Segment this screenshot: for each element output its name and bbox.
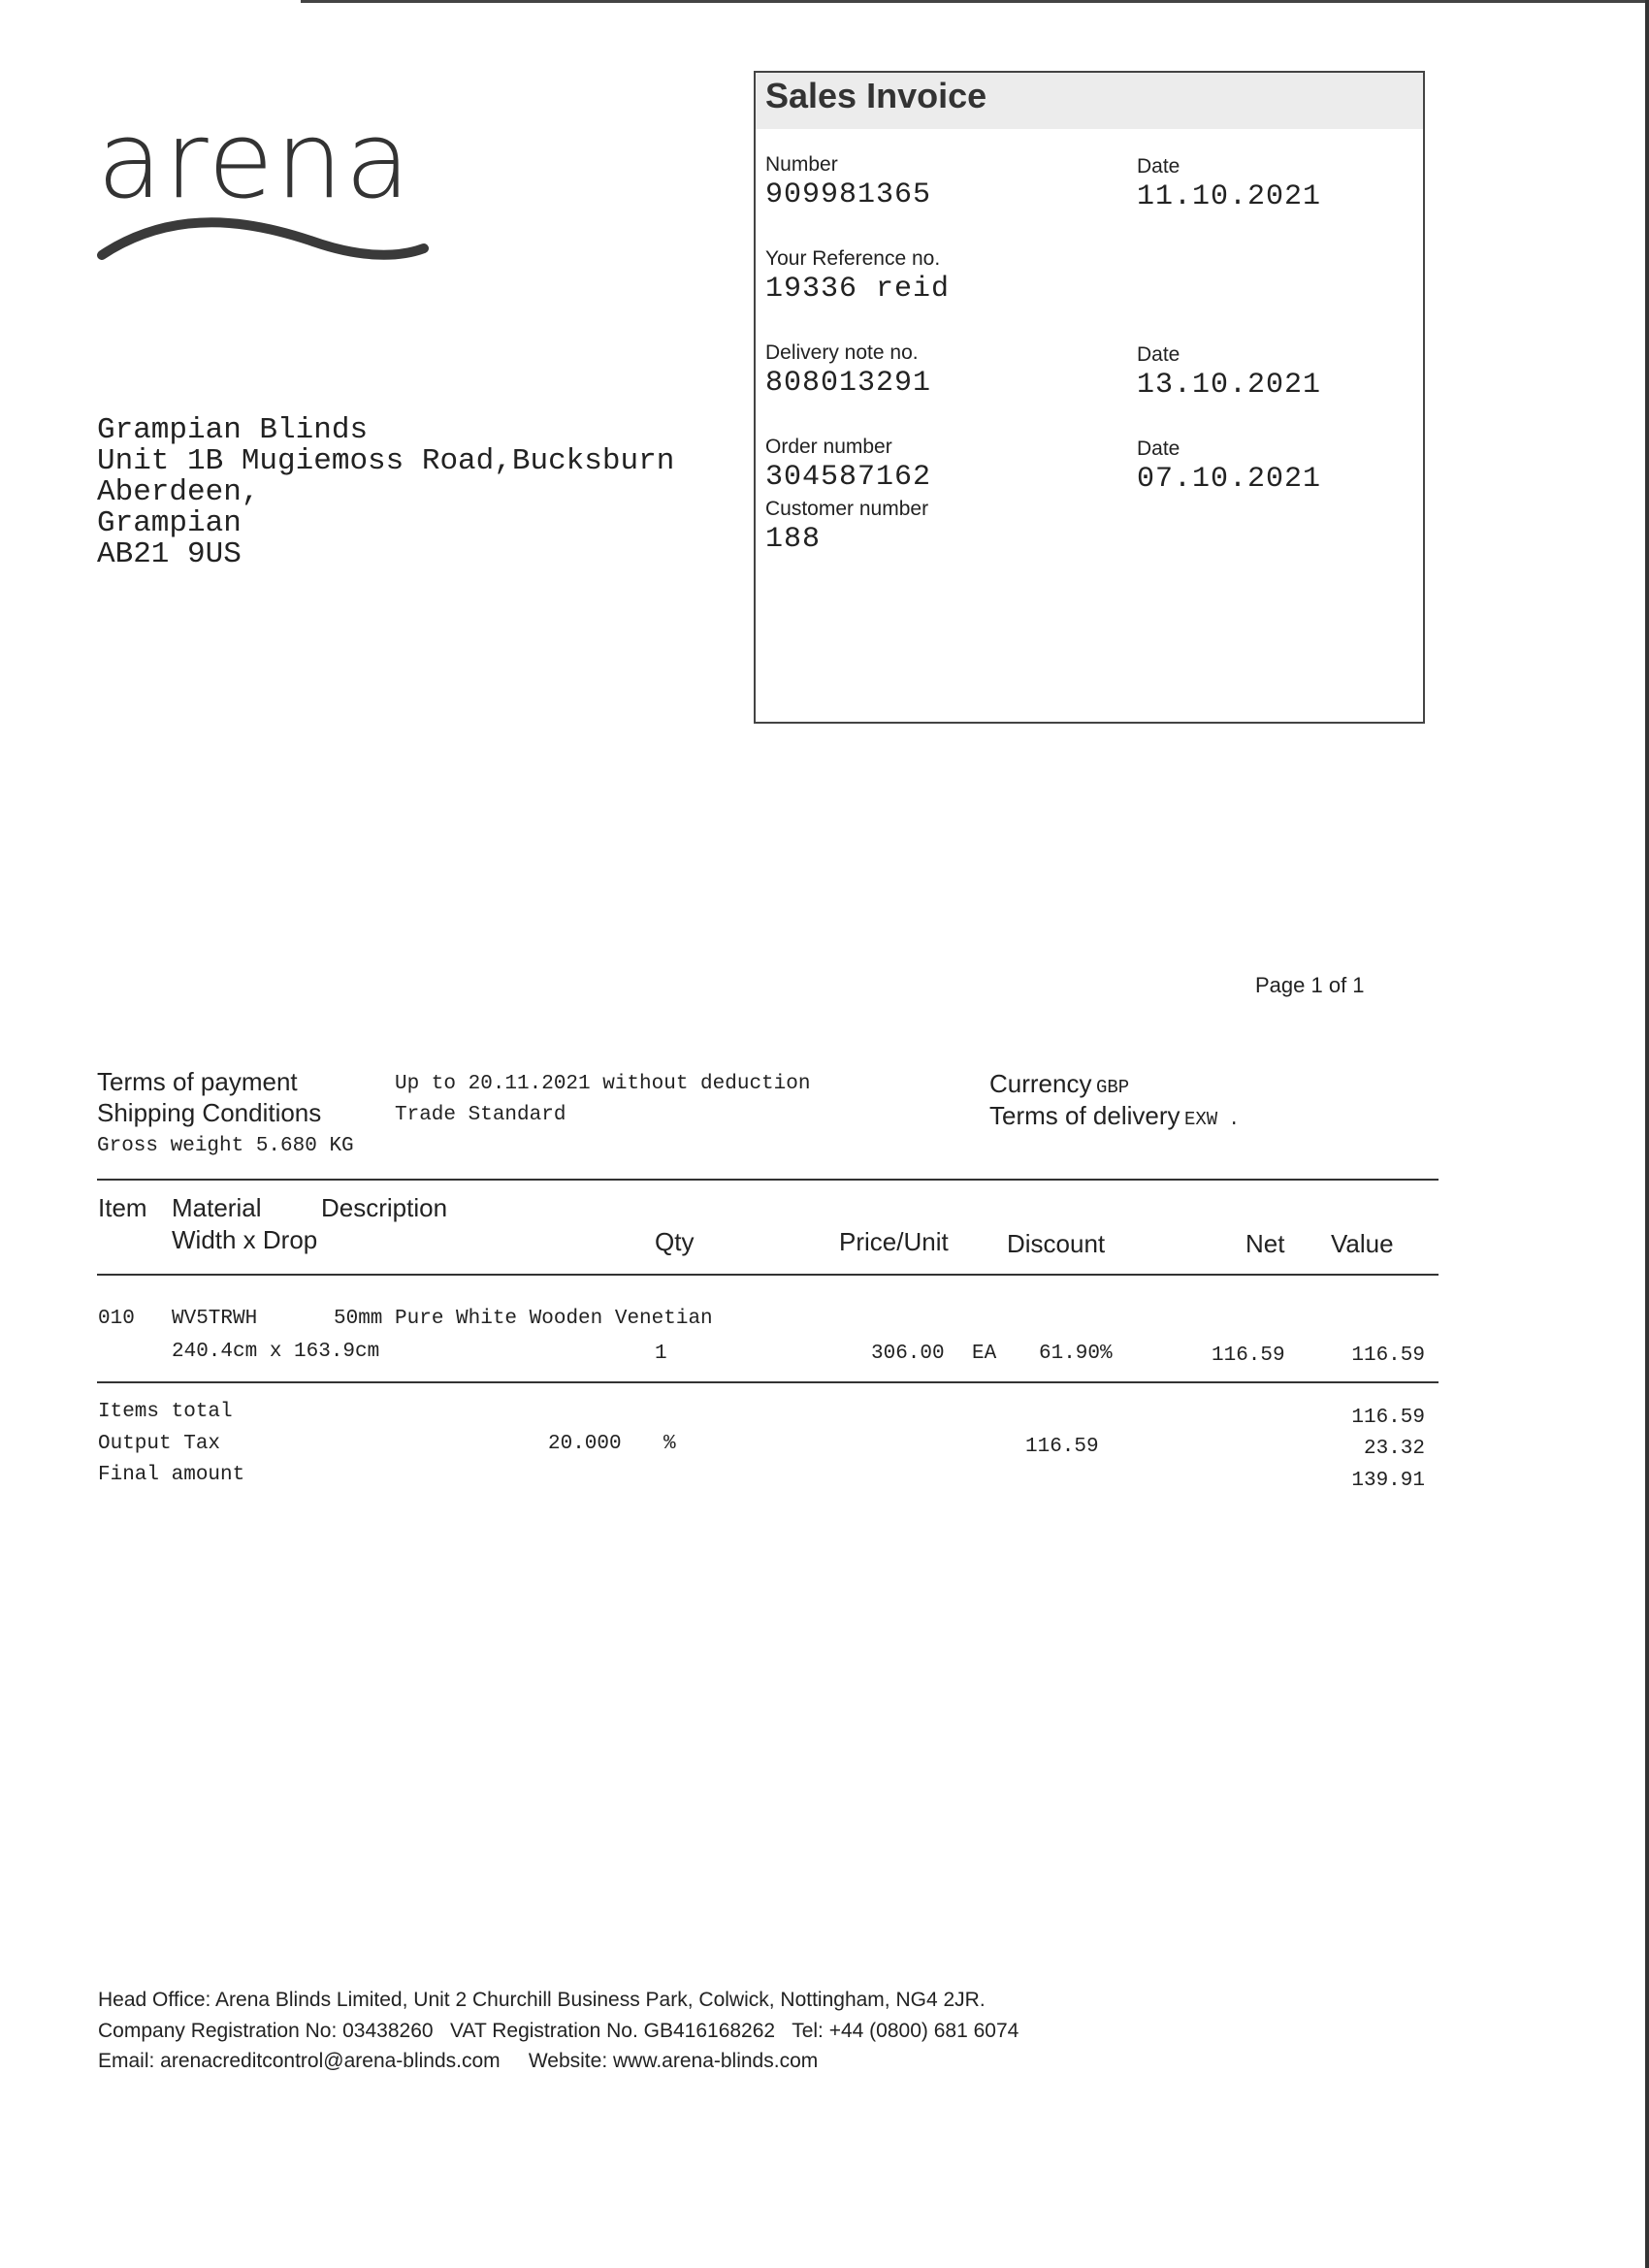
row-item: 010 [98,1308,135,1330]
payment-terms-label: Terms of payment [97,1067,298,1096]
row-value: 116.59 [1351,1345,1425,1367]
customer-number-label: Customer number [765,498,929,520]
divider [97,1381,1439,1383]
row-unit: EA [972,1343,997,1365]
shipping-conditions: Trade Standard [395,1104,566,1126]
tax-rate: 20.000 [548,1433,622,1455]
address-line: AB21 9US [97,537,242,571]
address-line: Grampian Blinds [97,413,369,447]
currency: GBP [1095,1077,1130,1098]
scan-edge [1645,0,1649,2268]
header-value: Value [1331,1229,1394,1258]
header-net: Net [1245,1229,1285,1258]
order-number-label: Order number [765,436,892,458]
order-number: 304587162 [765,461,932,494]
header-description: Description [321,1193,448,1222]
items-total: 116.59 [1351,1407,1425,1429]
delivery-date: 13.10.2021 [1137,369,1322,402]
header-material: Material [172,1193,262,1222]
header-item: Item [98,1193,147,1222]
tax-base: 116.59 [1025,1436,1099,1458]
gross-weight: Gross weight 5.680 KG [97,1135,354,1157]
invoice-details-box [754,71,1425,724]
delivery-note-label: Delivery note no. [765,341,919,364]
order-date: 07.10.2021 [1137,463,1322,496]
currency-label: Currency [989,1069,1092,1098]
address-line: Unit 1B Mugiemoss Road,Bucksburn [97,444,675,478]
order-date-label: Date [1137,437,1180,460]
delivery-note-number: 808013291 [765,367,932,400]
row-description: 50mm Pure White Wooden Venetian [334,1308,713,1330]
row-net: 116.59 [1212,1345,1285,1367]
invoice-title: Sales Invoice [765,76,987,115]
reference-value: 19336 reid [765,273,951,306]
customer-number: 188 [765,523,822,556]
header-discount: Discount [1007,1229,1106,1258]
address-line: Aberdeen, [97,475,260,509]
items-total-label: Items total [98,1401,233,1423]
divider [97,1179,1439,1181]
page-indicator: Page 1 of 1 [1255,973,1365,997]
arena-logo: arena [97,107,432,270]
payment-terms: Up to 20.11.2021 without deduction [395,1073,811,1095]
delivery-terms-label: Terms of delivery [989,1101,1180,1130]
header-price: Price/Unit [839,1227,949,1256]
divider [97,1274,1439,1276]
row-material: WV5TRWH [172,1308,258,1330]
header-width-drop: Width x Drop [172,1225,318,1254]
final-amount-label: Final amount [98,1464,245,1486]
date-label: Date [1137,155,1180,178]
footer-head-office: Head Office: Arena Blinds Limited, Unit … [98,1989,986,2011]
wave-icon [97,217,429,260]
row-qty: 1 [655,1343,667,1365]
output-tax-label: Output Tax [98,1433,221,1455]
delivery-terms-row: Terms of delivery EXW . [989,1101,1240,1131]
invoice-number: 909981365 [765,178,932,211]
row-width-drop: 240.4cm x 163.9cm [172,1341,380,1363]
address-line: Grampian [97,506,242,540]
scan-edge [301,0,1649,3]
shipping-label: Shipping Conditions [97,1098,322,1127]
delivery-terms: EXW . [1183,1109,1240,1130]
tax-percent: % [663,1433,676,1455]
row-price: 306.00 [871,1343,945,1365]
header-qty: Qty [655,1227,695,1256]
invoice-header-band [756,73,1423,129]
row-discount: 61.90% [1039,1343,1113,1365]
invoice-date: 11.10.2021 [1137,180,1322,213]
output-tax: 23.32 [1363,1438,1425,1460]
footer-contact: Email: arenacreditcontrol@arena-blinds.c… [98,2050,819,2072]
footer-registration: Company Registration No: 03438260 VAT Re… [98,2020,1019,2042]
number-label: Number [765,153,838,176]
delivery-date-label: Date [1137,343,1180,366]
final-amount: 139.91 [1351,1470,1425,1492]
currency-row: Currency GBP [989,1069,1129,1099]
reference-label: Your Reference no. [765,247,941,270]
